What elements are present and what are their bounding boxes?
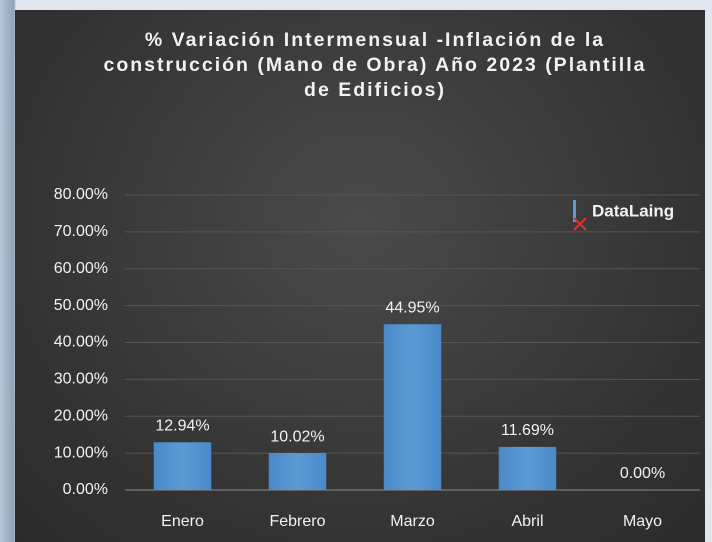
x-tick-label: Abril xyxy=(511,513,543,530)
data-label: 12.94% xyxy=(155,418,209,435)
bar xyxy=(499,447,557,490)
x-tick-label: Enero xyxy=(161,513,204,530)
bar xyxy=(384,324,442,490)
bar xyxy=(154,442,212,490)
y-tick-label: 40.00% xyxy=(54,334,108,351)
data-label: 44.95% xyxy=(385,299,439,316)
y-tick-label: 0.00% xyxy=(63,481,108,498)
x-tick-label: Marzo xyxy=(390,513,435,530)
y-tick-label: 10.00% xyxy=(54,444,108,461)
data-label: 10.02% xyxy=(270,428,324,445)
page: DataLaing 0.00% 10.00% 20.00% 30.00% 40.00% 5… xyxy=(0,0,712,542)
logo-text: DataLaing xyxy=(592,201,674,220)
bar xyxy=(269,453,327,490)
logo-cross xyxy=(574,218,586,230)
data-label: 11.69% xyxy=(501,422,554,439)
y-tick-label: 30.00% xyxy=(54,371,108,388)
y-tick-label: 60.00% xyxy=(54,260,108,277)
y-tick-label: 70.00% xyxy=(54,223,108,240)
data-label: 0.00% xyxy=(620,465,665,482)
chart-title: % Variación Intermensual -Inflación de l… xyxy=(95,28,655,103)
y-tick-label: 80.00% xyxy=(54,186,108,203)
y-tick-label: 20.00% xyxy=(54,407,108,424)
y-tick-label: 50.00% xyxy=(54,297,108,314)
x-tick-label: Mayo xyxy=(623,513,662,530)
x-tick-label: Febrero xyxy=(269,513,325,530)
